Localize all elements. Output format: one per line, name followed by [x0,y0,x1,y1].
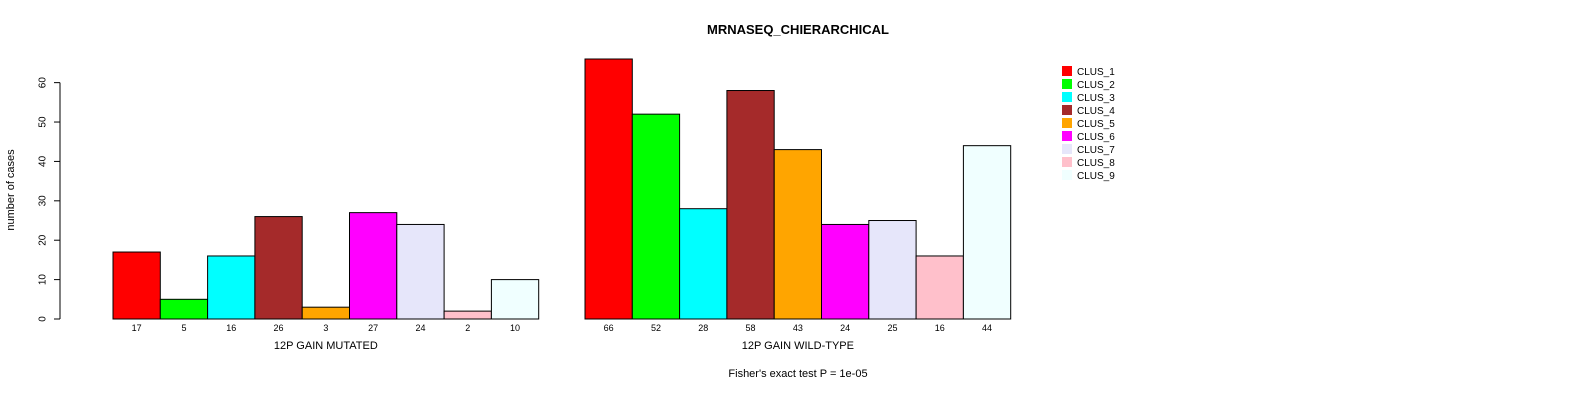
chart-title: MRNASEQ_CHIERARCHICAL [707,22,889,37]
legend-label: CLUS_9 [1077,171,1115,182]
y-tick-label: 50 [38,116,49,128]
legend-label: CLUS_7 [1077,145,1115,156]
legend-swatch [1062,105,1072,115]
bar-value-label: 3 [323,323,328,333]
bar-value-label: 52 [651,323,661,333]
bar-value-label: 58 [746,323,756,333]
bar [821,223,870,320]
bar-value-label: 16 [935,323,945,333]
legend-swatch [1062,79,1072,89]
bar [254,216,303,320]
y-tick-label: 20 [38,234,49,246]
y-tick-label: 0 [38,316,49,322]
bar [962,145,1012,320]
bar-value-label: 24 [840,323,850,333]
y-axis: 0 10 20 30 40 50 60 [38,77,61,322]
bar [207,255,256,320]
bar [490,279,540,320]
bar [443,310,492,320]
bar [349,212,398,320]
bar [773,149,823,320]
bar-value-label: 5 [181,323,186,333]
footnote: Fisher's exact test P = 1e-05 [728,368,867,380]
x-tick-labels: 17 5 16 26 3 27 24 2 10 66 52 28 58 43 24 25 16 44 [132,323,992,333]
legend-label: CLUS_6 [1077,132,1115,143]
bar [301,306,351,320]
bar-value-label: 28 [698,323,708,333]
bar [868,220,917,320]
legend-swatch [1062,66,1072,76]
bar [396,223,445,320]
bar-value-label: 26 [274,323,284,333]
y-tick-label: 40 [38,155,49,167]
legend-swatch [1062,157,1072,167]
bars [112,58,1012,320]
legend: CLUS_1 CLUS_2 CLUS_3 CLUS_4 CLUS_5 CLUS_6 CLUS… [1062,66,1115,182]
y-tick-label: 60 [38,77,49,89]
bar-value-label: 24 [415,323,425,333]
legend-swatch [1062,92,1072,102]
legend-label: CLUS_5 [1077,119,1115,130]
bar-value-label: 17 [132,323,142,333]
bar-value-label: 44 [982,323,992,333]
y-axis-label: number of cases [5,149,17,231]
bar-value-label: 2 [465,323,470,333]
bar [679,208,728,320]
legend-label: CLUS_8 [1077,158,1115,169]
bar-value-label: 10 [510,323,520,333]
bar-value-label: 66 [604,323,614,333]
bar [726,90,775,320]
y-tick-label: 10 [38,274,49,286]
legend-label: CLUS_2 [1077,80,1115,91]
bar [584,58,633,320]
y-tick-label: 30 [38,195,49,207]
bar [112,251,161,320]
bar [915,255,964,320]
bar-value-label: 27 [368,323,378,333]
bar-value-label: 25 [887,323,897,333]
legend-label: CLUS_4 [1077,106,1115,117]
group-labels: 12P GAIN MUTATED 12P GAIN WILD-TYPE [274,340,854,352]
group-label: 12P GAIN WILD-TYPE [742,340,854,352]
bar [631,113,681,320]
group-label: 12P GAIN MUTATED [274,340,378,352]
legend-label: CLUS_3 [1077,93,1115,104]
legend-swatch [1062,170,1072,180]
bar-value-label: 43 [793,323,803,333]
bar [159,298,209,320]
bar-value-label: 16 [226,323,236,333]
legend-swatch [1062,118,1072,128]
legend-swatch [1062,144,1072,154]
legend-swatch [1062,131,1072,141]
legend-label: CLUS_1 [1077,67,1115,78]
